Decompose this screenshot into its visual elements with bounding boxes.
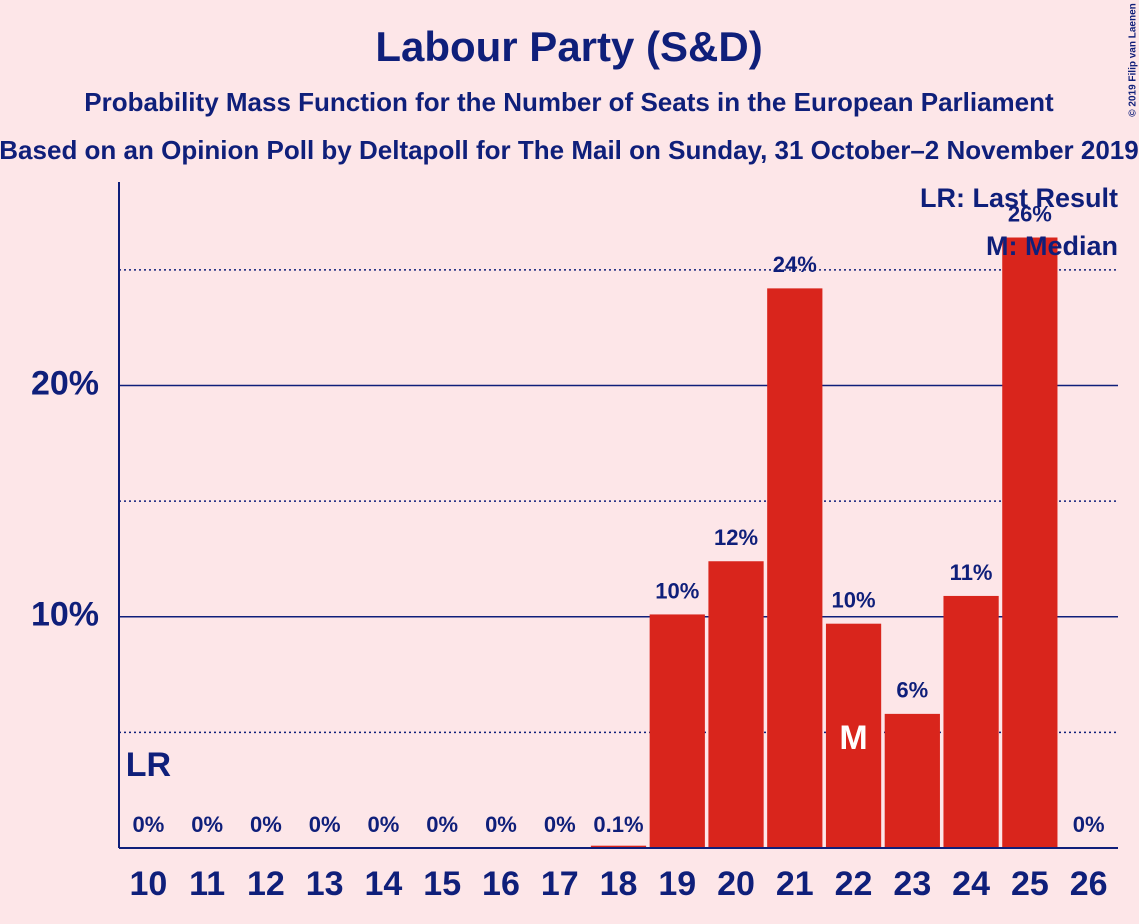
x-tick-label: 11 (189, 865, 225, 903)
x-tick-label: 14 (365, 865, 403, 903)
bar (590, 845, 647, 848)
value-label: 0% (485, 812, 517, 837)
x-tick-label: 15 (423, 865, 461, 903)
x-tick-label: 24 (952, 865, 990, 903)
chart-title: Labour Party (S&D) (375, 23, 762, 70)
bar (708, 561, 764, 848)
marker-label: M (839, 719, 867, 757)
value-label: 6% (896, 678, 928, 703)
chart-subtitle: Based on an Opinion Poll by Deltapoll fo… (0, 135, 1139, 165)
chart-subtitle: Probability Mass Function for the Number… (84, 87, 1054, 117)
x-tick-label: 22 (835, 865, 873, 903)
legend-entry: M: Median (986, 231, 1118, 261)
bar (767, 288, 823, 848)
value-label: 0% (368, 812, 400, 837)
x-tick-label: 25 (1011, 865, 1049, 903)
x-tick-label: 13 (306, 865, 344, 903)
x-tick-label: 18 (600, 865, 638, 903)
value-label: 0% (426, 812, 458, 837)
value-label: 0% (250, 812, 282, 837)
value-label: 11% (950, 560, 993, 585)
copyright: © 2019 Filip van Laenen (1128, 3, 1139, 117)
x-tick-label: 10 (129, 865, 167, 903)
x-tick-label: 20 (717, 865, 755, 903)
value-label: 24% (773, 252, 817, 277)
x-tick-label: 12 (247, 865, 285, 903)
marker-label: LR (126, 746, 171, 784)
value-label: 0.1% (593, 812, 643, 837)
x-tick-label: 16 (482, 865, 520, 903)
value-label: 0% (132, 812, 164, 837)
x-tick-label: 26 (1070, 865, 1108, 903)
x-tick-label: 23 (893, 865, 931, 903)
bar (649, 614, 705, 848)
x-tick-label: 17 (541, 865, 579, 903)
value-label: 0% (309, 812, 341, 837)
value-label: 0% (191, 812, 223, 837)
bar (1002, 237, 1058, 848)
x-tick-label: 21 (776, 865, 814, 903)
x-tick-label: 19 (658, 865, 696, 903)
value-label: 10% (832, 588, 876, 613)
value-label: 12% (714, 525, 758, 550)
bar (825, 623, 882, 848)
bar (943, 595, 999, 848)
value-label: 0% (544, 812, 576, 837)
value-label: 26% (1008, 201, 1052, 226)
value-label: 0% (1073, 812, 1105, 837)
bar (884, 713, 940, 848)
y-tick-label: 10% (31, 596, 99, 634)
value-label: 10% (655, 578, 699, 603)
legend-entry: LR: Last Result (920, 183, 1118, 213)
y-tick-label: 20% (31, 364, 99, 402)
